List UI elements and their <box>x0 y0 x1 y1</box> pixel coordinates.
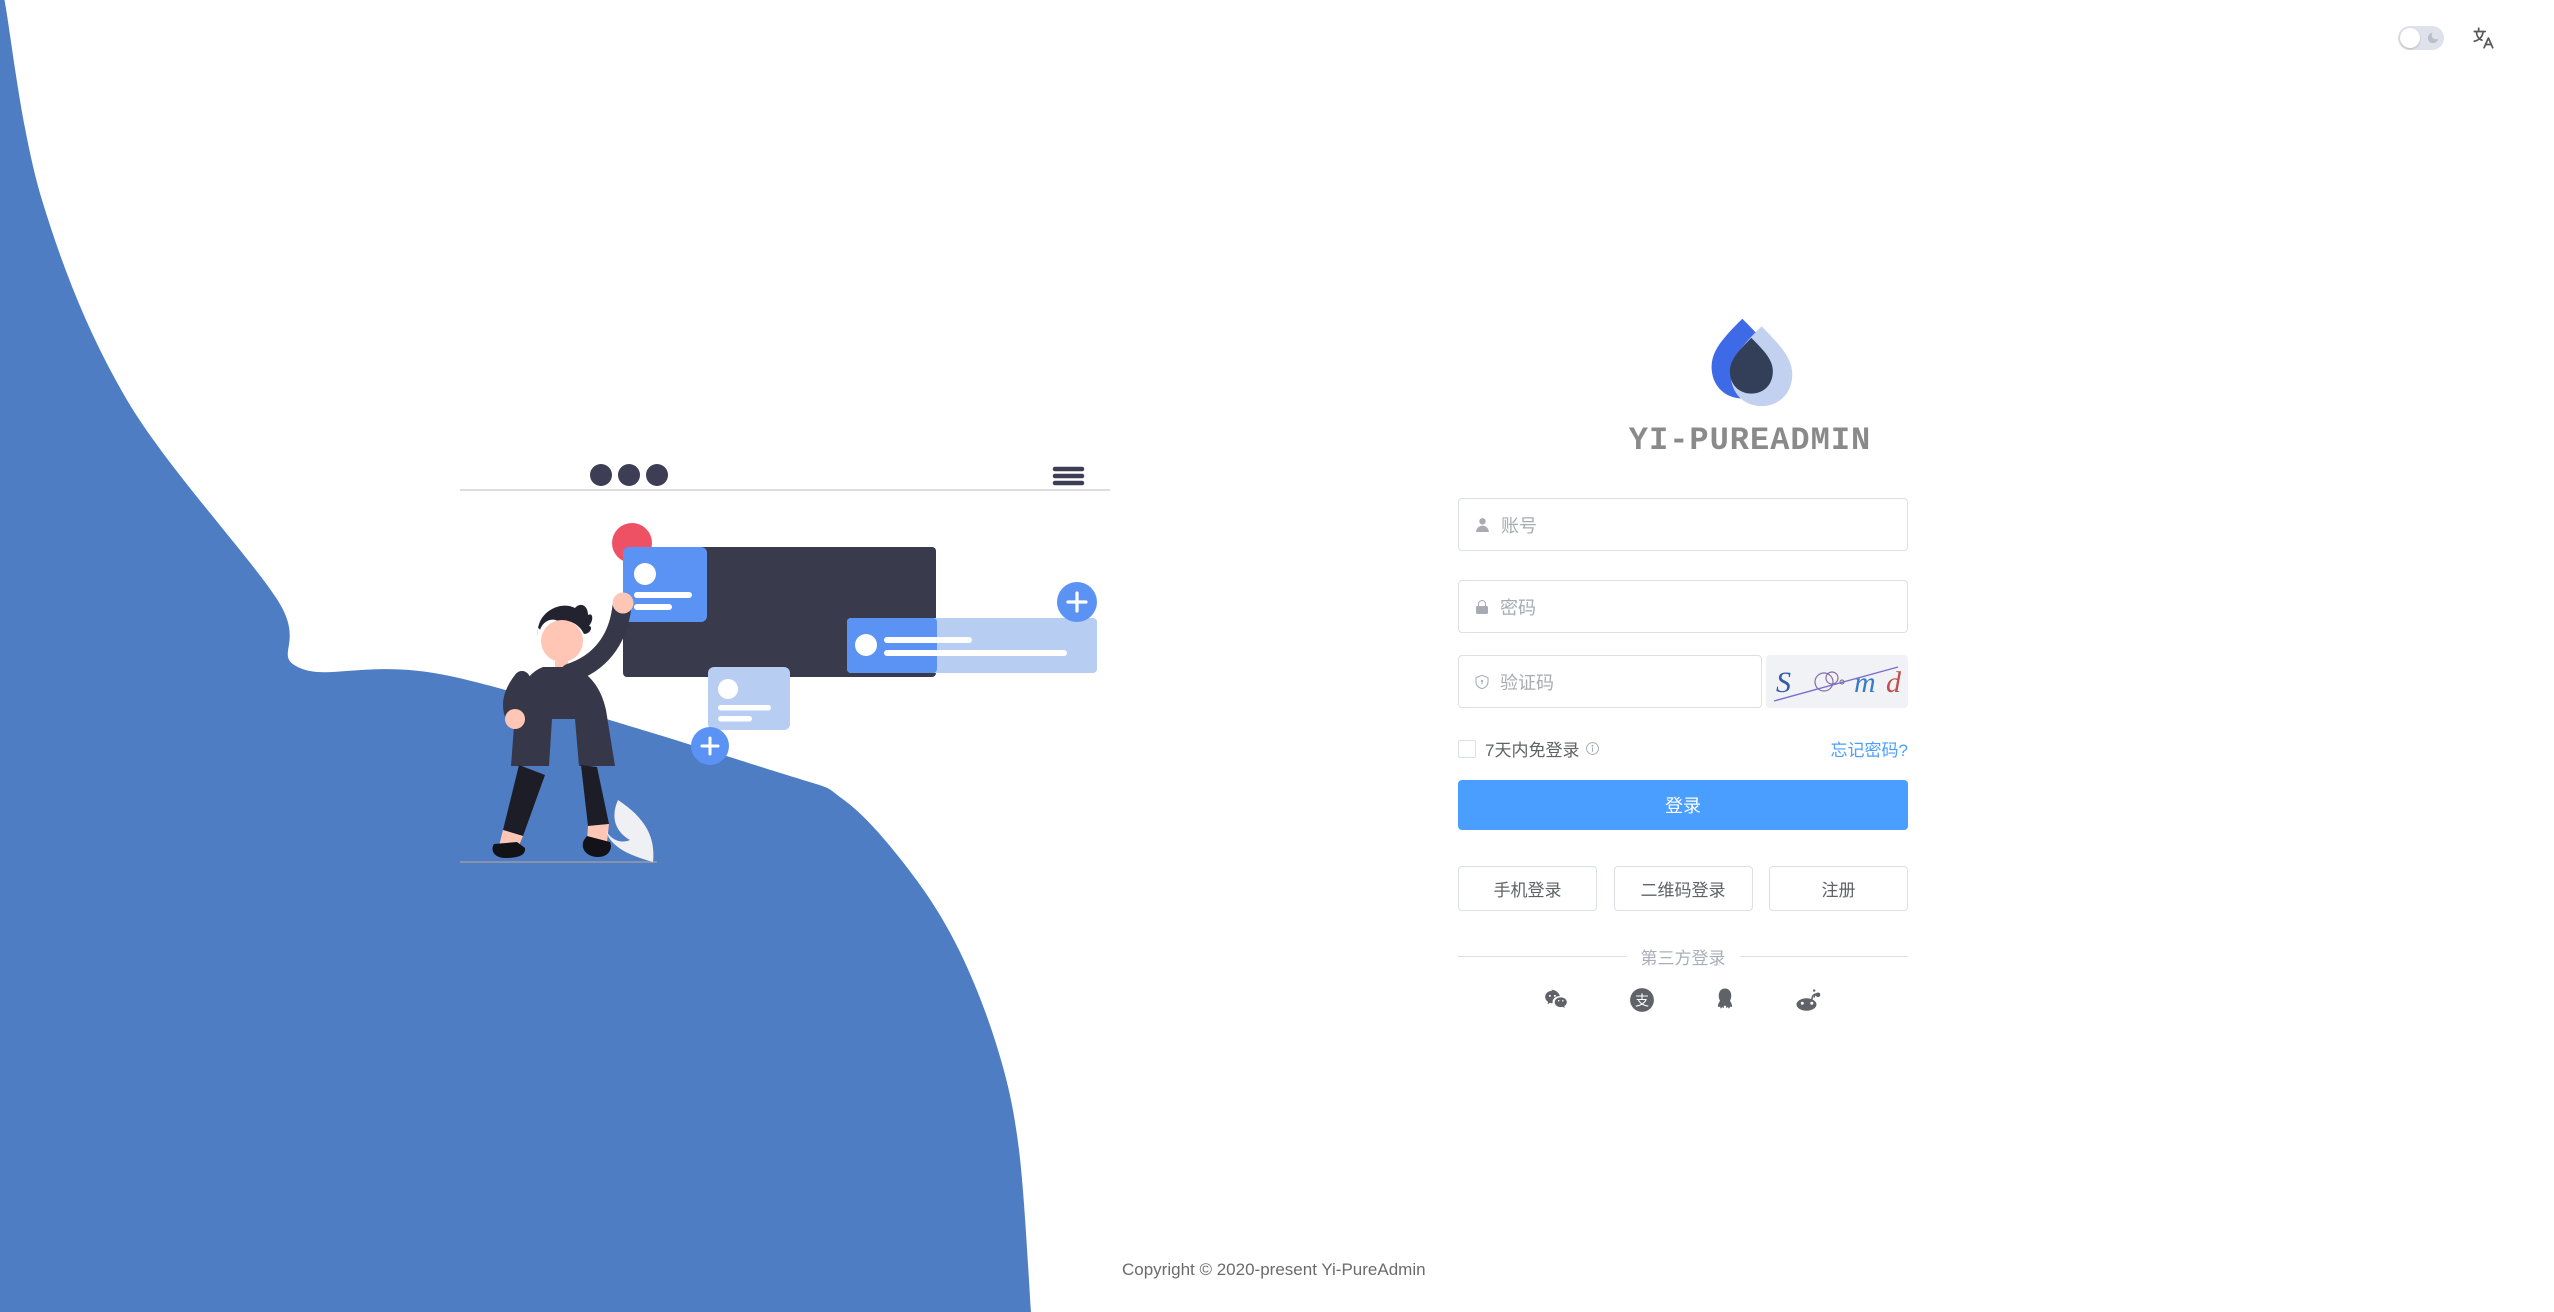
svg-text:支: 支 <box>1635 992 1649 1008</box>
svg-text:S: S <box>1776 666 1791 699</box>
svg-text:m: m <box>1854 666 1876 699</box>
svg-text:d: d <box>1886 666 1902 699</box>
